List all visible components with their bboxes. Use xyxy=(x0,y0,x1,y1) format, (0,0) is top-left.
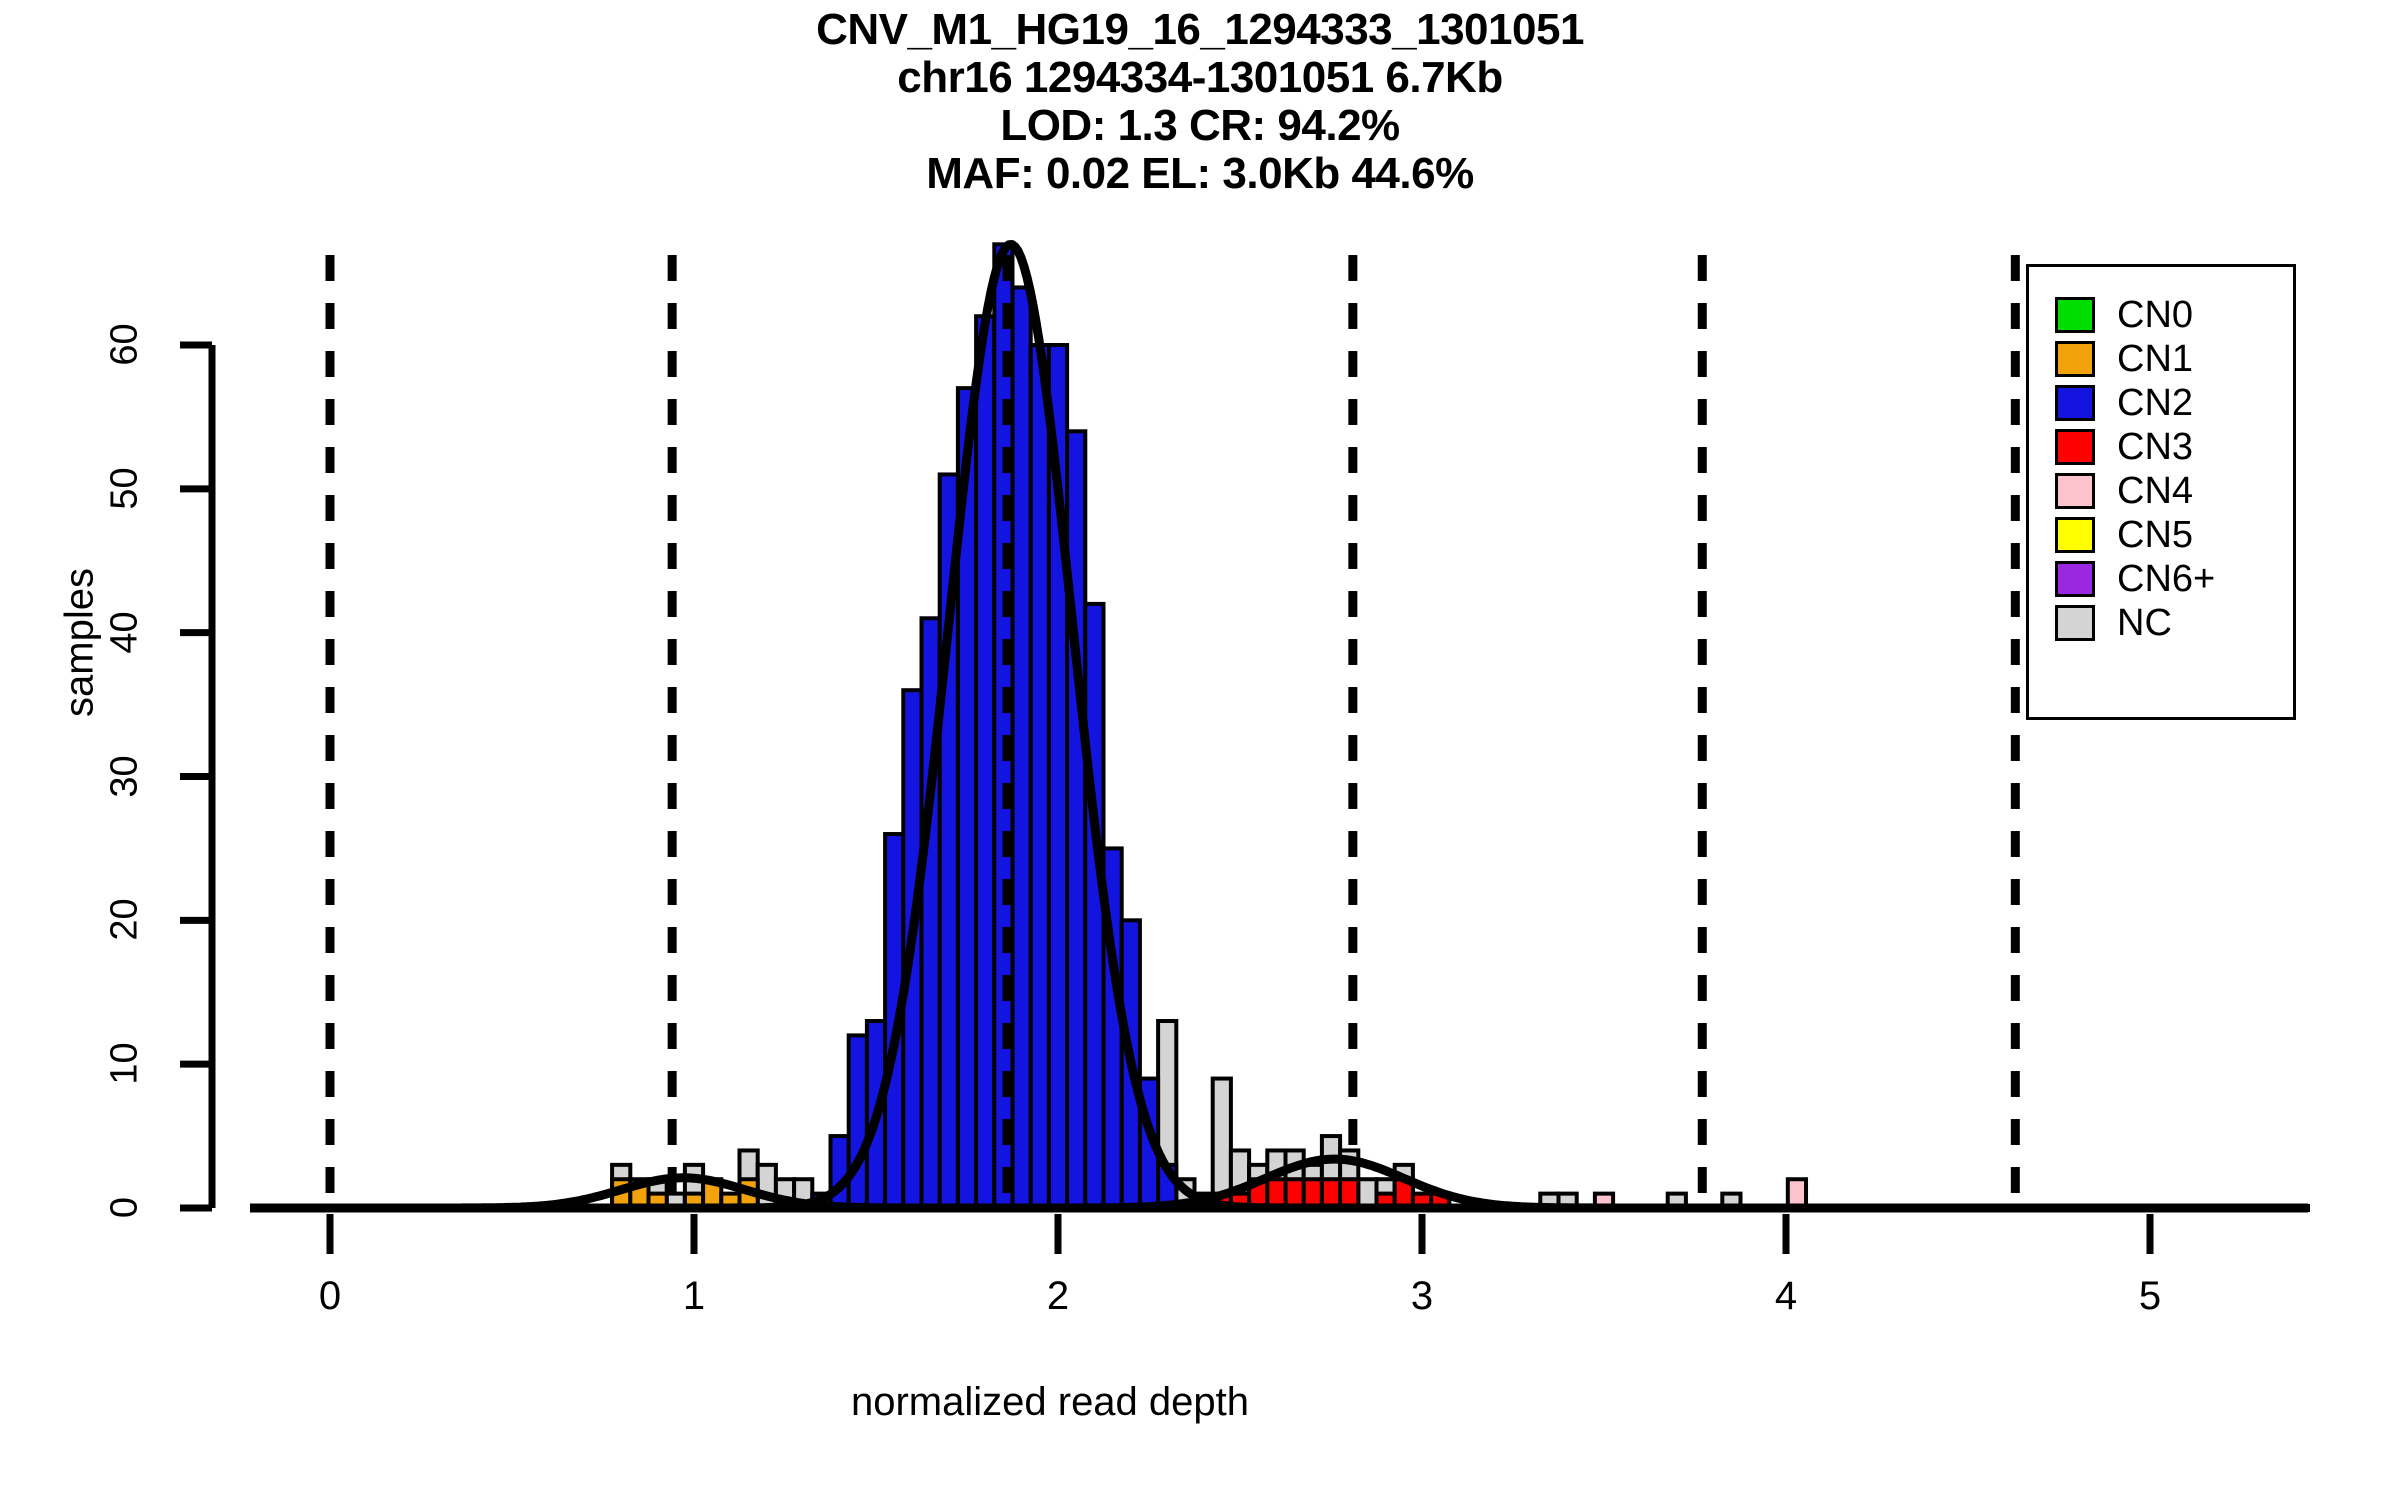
legend-item-cn3[interactable]: CN3 xyxy=(2055,425,2293,469)
legend-item-nc[interactable]: NC xyxy=(2055,601,2293,645)
bar xyxy=(1010,285,1033,1210)
histogram-bars xyxy=(610,242,1809,1211)
legend-label: CN2 xyxy=(2117,382,2194,424)
bar xyxy=(846,1033,869,1211)
x-tick-label: 2 xyxy=(1046,1274,1070,1318)
x-axis-label: normalized read depth xyxy=(850,1380,1250,1424)
legend-item-cn5[interactable]: CN5 xyxy=(2055,513,2293,557)
y-tick-label: 0 xyxy=(103,1196,146,1219)
bar xyxy=(992,242,1015,1211)
bar xyxy=(1065,429,1088,1210)
legend-swatch-icon xyxy=(2055,385,2095,421)
density-curve-CN2-component xyxy=(248,240,2310,1213)
legend-label: CN0 xyxy=(2117,294,2194,336)
bar xyxy=(1028,343,1051,1210)
title-line-3: LOD: 1.3 CR: 94.2% xyxy=(1000,101,1400,150)
chart-title: CNV_M1_HG19_16_1294333_1301051 chr16 129… xyxy=(0,6,2400,198)
y-tick-label: 40 xyxy=(103,611,146,654)
density-curves xyxy=(248,240,2310,1213)
legend-label: CN4 xyxy=(2117,470,2194,512)
title-line-4: MAF: 0.02 EL: 3.0Kb 44.6% xyxy=(926,149,1474,198)
x-tick-label: 3 xyxy=(1410,1274,1434,1318)
legend-swatch-icon xyxy=(2055,429,2095,465)
legend-swatch-icon xyxy=(2055,297,2095,333)
legend-item-cn0[interactable]: CN0 xyxy=(2055,293,2293,337)
legend-label: CN1 xyxy=(2117,338,2194,380)
legend-label: CN5 xyxy=(2117,514,2194,556)
y-tick-label: 30 xyxy=(103,754,146,798)
x-tick-label: 5 xyxy=(2138,1274,2162,1318)
axes xyxy=(180,341,2310,1254)
legend-label: CN6+ xyxy=(2117,558,2216,600)
legend-item-cn1[interactable]: CN1 xyxy=(2055,337,2293,381)
legend-item-cn2[interactable]: CN2 xyxy=(2055,381,2293,425)
legend: CN0 CN1 CN2 CN3 CN4 CN5 CN6+ NC xyxy=(2026,264,2296,720)
legend-item-cn6plus[interactable]: CN6+ xyxy=(2055,557,2293,601)
legend-swatch-icon xyxy=(2055,561,2095,597)
y-tick-label: 50 xyxy=(103,467,146,510)
y-tick-label: 20 xyxy=(103,898,146,941)
legend-swatch-icon xyxy=(2055,605,2095,641)
density-curve-CN3-component xyxy=(248,1154,2310,1213)
title-line-2: chr16 1294334-1301051 6.7Kb xyxy=(897,53,1503,102)
x-tick-label: 4 xyxy=(1774,1274,1798,1318)
title-line-1: CNV_M1_HG19_16_1294333_1301051 xyxy=(816,5,1584,54)
legend-swatch-icon xyxy=(2055,473,2095,509)
legend-label: CN3 xyxy=(2117,426,2194,468)
legend-item-cn4[interactable]: CN4 xyxy=(2055,469,2293,513)
legend-swatch-icon xyxy=(2055,341,2095,377)
bar xyxy=(974,314,997,1210)
legend-label: NC xyxy=(2117,602,2172,644)
x-tick-label: 1 xyxy=(682,1274,706,1318)
legend-swatch-icon xyxy=(2055,517,2095,553)
y-tick-label: 60 xyxy=(103,323,146,366)
y-tick-label: 10 xyxy=(103,1042,146,1085)
x-tick-label: 0 xyxy=(318,1274,342,1318)
